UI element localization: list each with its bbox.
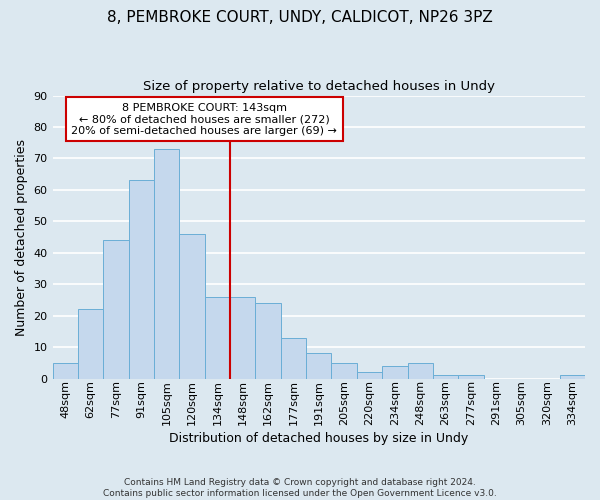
Bar	[281, 338, 306, 378]
Bar	[230, 297, 256, 378]
Bar	[433, 376, 458, 378]
Bar	[458, 376, 484, 378]
Bar	[78, 310, 103, 378]
Bar	[331, 363, 357, 378]
Bar	[560, 376, 585, 378]
Title: Size of property relative to detached houses in Undy: Size of property relative to detached ho…	[143, 80, 495, 93]
Bar	[128, 180, 154, 378]
Bar	[205, 297, 230, 378]
Bar	[53, 363, 78, 378]
Bar	[154, 149, 179, 378]
Text: Contains HM Land Registry data © Crown copyright and database right 2024.
Contai: Contains HM Land Registry data © Crown c…	[103, 478, 497, 498]
X-axis label: Distribution of detached houses by size in Undy: Distribution of detached houses by size …	[169, 432, 469, 445]
Bar	[357, 372, 382, 378]
Bar	[179, 234, 205, 378]
Bar	[103, 240, 128, 378]
Bar	[306, 354, 331, 378]
Bar	[407, 363, 433, 378]
Y-axis label: Number of detached properties: Number of detached properties	[15, 138, 28, 336]
Text: 8, PEMBROKE COURT, UNDY, CALDICOT, NP26 3PZ: 8, PEMBROKE COURT, UNDY, CALDICOT, NP26 …	[107, 10, 493, 25]
Text: 8 PEMBROKE COURT: 143sqm
← 80% of detached houses are smaller (272)
20% of semi-: 8 PEMBROKE COURT: 143sqm ← 80% of detach…	[71, 102, 337, 136]
Bar	[382, 366, 407, 378]
Bar	[256, 303, 281, 378]
